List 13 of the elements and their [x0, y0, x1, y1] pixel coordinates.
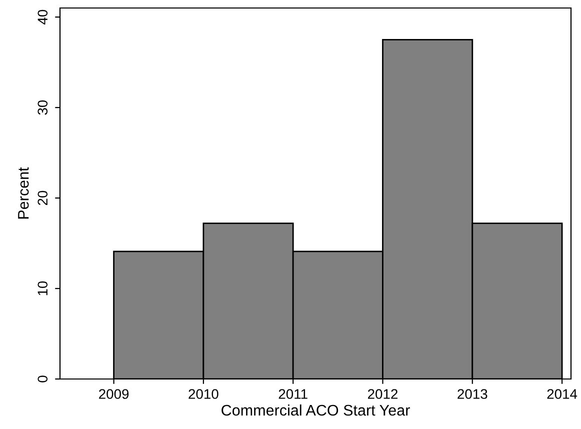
x-axis-title: Commercial ACO Start Year [222, 404, 410, 416]
x-tick-label: 2013 [458, 389, 488, 399]
x-tick-label: 2010 [188, 389, 218, 399]
y-tick-label: 30 [38, 100, 48, 115]
y-tick-label: 10 [38, 281, 48, 296]
y-tick-label: 20 [38, 190, 48, 206]
x-tick-label: 2012 [368, 389, 398, 399]
y-axis-title: Percent [18, 167, 29, 219]
x-tick-label: 2011 [278, 389, 308, 399]
x-tick-label: 2009 [99, 389, 129, 399]
y-tick-label: 40 [38, 10, 48, 24]
x-tick-label: 2014 [547, 389, 578, 399]
y-tick-label: 0 [38, 376, 48, 382]
